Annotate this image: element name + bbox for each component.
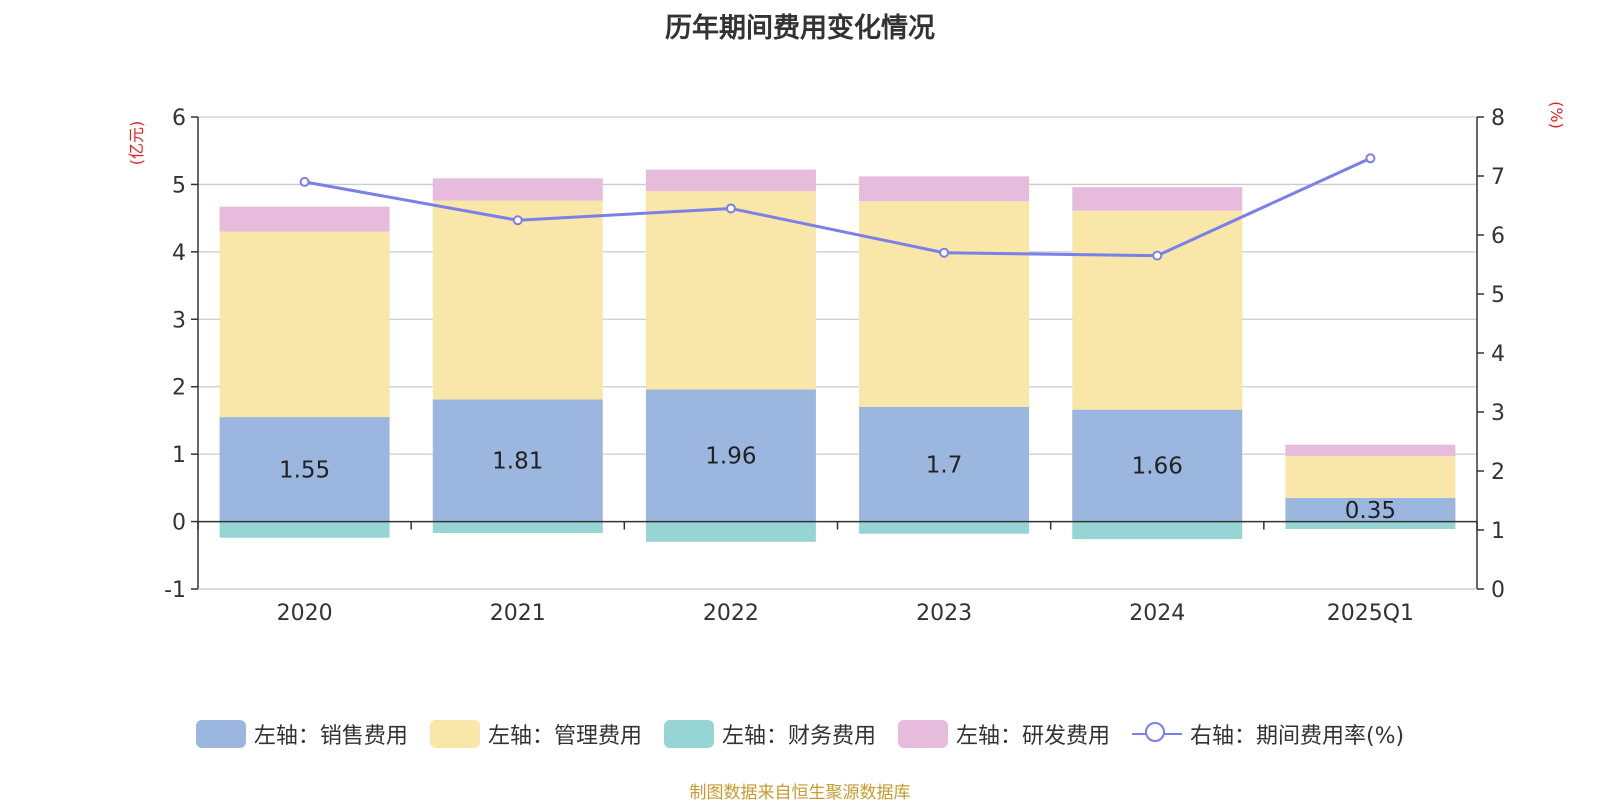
bar-data-label: 0.35 xyxy=(1345,498,1396,524)
bar-sales xyxy=(859,406,1030,522)
bar-sales xyxy=(1285,497,1456,522)
bar-finance xyxy=(645,521,816,542)
bar-sales xyxy=(1072,409,1243,522)
legend-item-expense-ratio[interactable]: 右轴：期间费用率(%) xyxy=(1131,718,1405,750)
bar-sales xyxy=(645,389,816,522)
category-axis-tick-label: 2020 xyxy=(277,601,333,626)
legend-label-sales: 左轴：销售费用 xyxy=(253,724,408,749)
right-axis-tick-label: 3 xyxy=(1491,401,1505,426)
left-axis-tick-label: 2 xyxy=(172,376,186,401)
bar-rnd xyxy=(1285,444,1456,457)
legend-swatch-finance xyxy=(663,720,714,748)
bar-admin xyxy=(1285,456,1456,498)
bar-sales xyxy=(432,399,603,522)
bar-rnd xyxy=(219,206,390,232)
bar-admin xyxy=(432,200,603,400)
right-axis-tick-label: 6 xyxy=(1491,224,1505,249)
legend-swatch-rnd xyxy=(897,720,948,748)
category-axis-tick-label: 2021 xyxy=(490,601,546,626)
right-axis-tick-label: 4 xyxy=(1491,342,1505,367)
bar-admin xyxy=(645,191,816,390)
bar-rnd xyxy=(1072,187,1243,211)
left-axis-tick-label: 3 xyxy=(172,308,186,333)
legend-swatch-sales xyxy=(195,720,246,748)
chart-title: 历年期间费用变化情况 xyxy=(665,13,935,44)
right-axis-tick-label: 8 xyxy=(1491,106,1505,131)
legend-label-expense-ratio: 右轴：期间费用率(%) xyxy=(1189,724,1405,749)
category-axis-tick-label: 2022 xyxy=(703,601,759,626)
left-axis-tick-label: 0 xyxy=(172,511,186,536)
expense-ratio-point xyxy=(1152,250,1163,261)
category-axis-tick-label: 2023 xyxy=(916,601,972,626)
right-axis-tick-label: 7 xyxy=(1491,165,1505,190)
bar-finance xyxy=(1285,521,1456,529)
legend-label-finance: 左轴：财务费用 xyxy=(721,724,876,749)
expense-ratio-point xyxy=(725,203,736,214)
bar-rnd xyxy=(645,169,816,192)
left-axis-unit-label: (亿元) xyxy=(127,121,146,166)
bar-admin xyxy=(219,231,390,418)
expense-ratio-point xyxy=(299,176,310,187)
bar-rnd xyxy=(859,176,1030,202)
legend-label-admin: 左轴：管理费用 xyxy=(487,724,642,749)
right-axis-tick-label: 2 xyxy=(1491,460,1505,485)
source-note: 制图数据来自恒生聚源数据库 xyxy=(689,783,911,803)
left-axis-tick-label: 1 xyxy=(172,443,186,468)
legend-item-finance[interactable]: 左轴：财务费用 xyxy=(663,718,876,750)
legend-swatch-expense-ratio xyxy=(1131,720,1182,748)
left-axis-tick-label: -1 xyxy=(164,578,186,603)
expense-ratio-point xyxy=(512,215,523,226)
bar-data-label: 1.81 xyxy=(492,449,543,475)
expense-ratio-point xyxy=(939,247,950,258)
left-axis-tick-label: 6 xyxy=(172,106,186,131)
category-axis-tick-label: 2024 xyxy=(1129,601,1185,626)
right-axis-tick-label: 0 xyxy=(1491,578,1505,603)
chart-legend: 左轴：销售费用 左轴：管理费用 左轴：财务费用 左轴：研发费用 右轴：期间费用率… xyxy=(0,718,1600,750)
right-axis-tick-label: 1 xyxy=(1491,519,1505,544)
bar-data-label: 1.96 xyxy=(705,443,756,469)
bar-data-label: 1.55 xyxy=(279,457,330,483)
legend-swatch-admin xyxy=(429,720,480,748)
left-axis-tick-label: 5 xyxy=(172,173,186,198)
legend-item-rnd[interactable]: 左轴：研发费用 xyxy=(897,718,1110,750)
left-axis-tick-label: 4 xyxy=(172,241,186,266)
bar-rnd xyxy=(432,178,603,201)
bar-finance xyxy=(1072,521,1243,540)
legend-item-admin[interactable]: 左轴：管理费用 xyxy=(429,718,642,750)
bar-finance xyxy=(859,521,1030,534)
bar-data-label: 1.66 xyxy=(1132,454,1183,480)
expense-ratio-line xyxy=(304,156,1372,258)
bar-sales xyxy=(219,417,390,522)
bar-finance xyxy=(219,521,390,538)
bar-admin xyxy=(1072,210,1243,410)
legend-label-rnd: 左轴：研发费用 xyxy=(955,724,1110,749)
bar-data-label: 1.7 xyxy=(926,452,963,478)
right-axis-tick-label: 5 xyxy=(1491,283,1505,308)
bar-finance xyxy=(432,521,603,534)
category-axis-tick-label: 2025Q1 xyxy=(1327,601,1414,626)
expense-ratio-point xyxy=(1365,153,1376,164)
legend-item-sales[interactable]: 左轴：销售费用 xyxy=(195,718,408,750)
right-axis-unit-label: (%) xyxy=(1547,101,1566,129)
bar-admin xyxy=(859,201,1030,407)
